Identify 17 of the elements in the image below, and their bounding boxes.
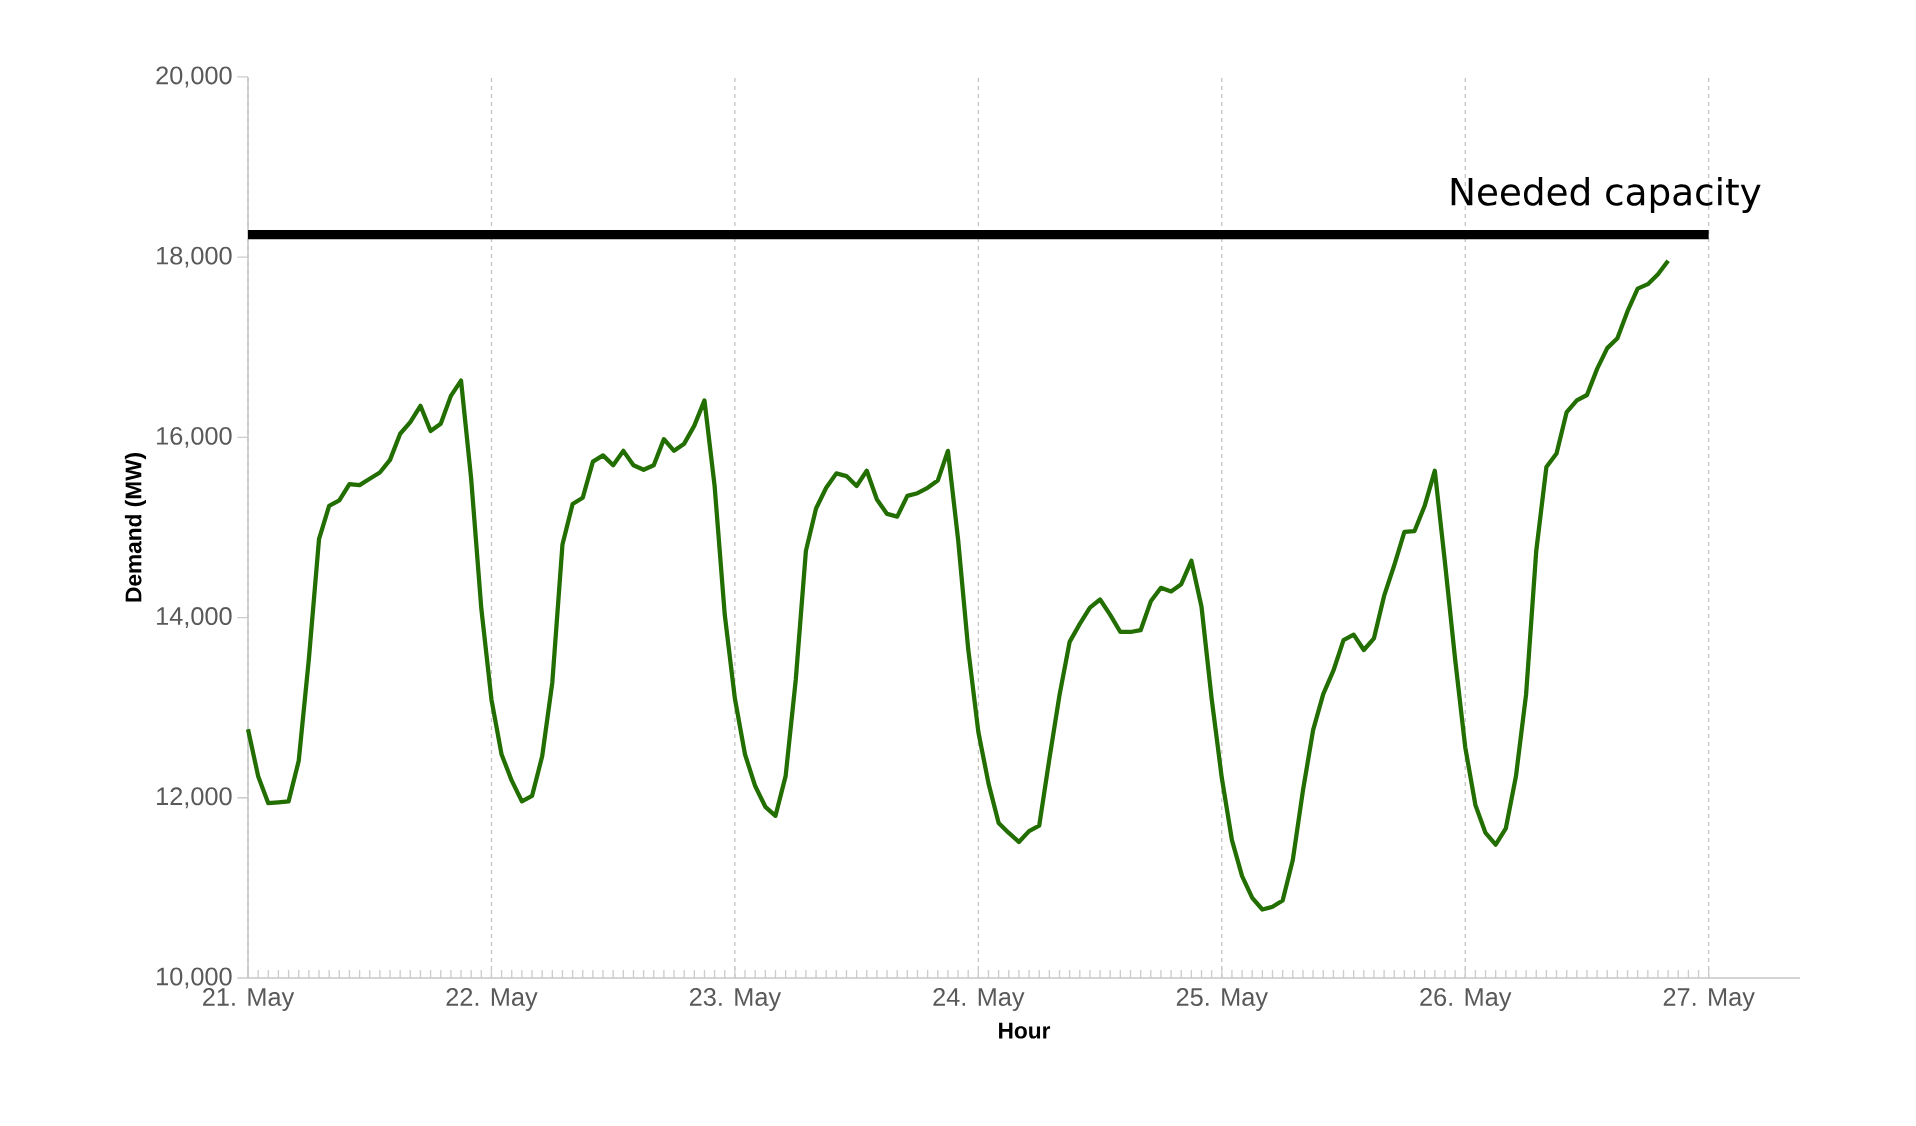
- y-tick-label: 14,000: [157, 607, 232, 629]
- x-tick-label: 25. May: [1176, 988, 1268, 1011]
- ref-line-label: Needed capacity: [1451, 176, 1761, 213]
- y-tick-label: 12,000: [157, 787, 232, 809]
- x-tick-label: 24. May: [933, 988, 1025, 1011]
- x-tick-label: 23. May: [689, 988, 782, 1011]
- x-tick-label: 27. May: [1663, 988, 1755, 1011]
- y-tick-label: 16,000: [157, 426, 232, 448]
- x-tick-label: 22. May: [446, 988, 538, 1011]
- y-tick-label: 18,000: [157, 246, 232, 268]
- y-axis-title: Demand (MW): [124, 453, 146, 602]
- x-tick-label: 21. May: [203, 988, 295, 1011]
- line-series: [245, 258, 1671, 912]
- x-axis-title: Hour: [999, 1022, 1051, 1039]
- y-tick-label: 10,000: [157, 967, 232, 989]
- x-tick-label: 26. May: [1420, 988, 1512, 1011]
- y-tick-label: 20,000: [156, 66, 232, 88]
